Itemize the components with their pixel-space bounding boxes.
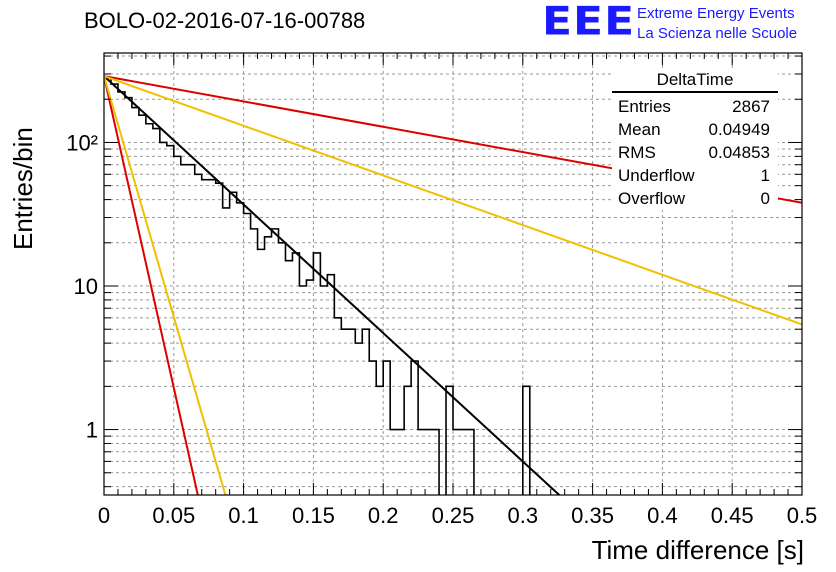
- stats-box-title: DeltaTime: [612, 70, 778, 93]
- stats-value: 0.04949: [708, 120, 770, 139]
- x-tick-label: 0: [98, 503, 110, 528]
- y-axis-label: Entries/bin: [8, 127, 38, 250]
- stats-row-entries: Entries 2867: [612, 95, 778, 118]
- x-tick-label: 0.45: [711, 503, 754, 528]
- x-tick-label: 0.05: [152, 503, 195, 528]
- fit-line-5: [104, 75, 227, 495]
- logo-text-line-1: Extreme Energy Events: [637, 5, 795, 22]
- y-tick-label: 10: [74, 274, 98, 299]
- fit-line-3: [104, 75, 199, 495]
- y-tick-label: 1: [86, 418, 98, 443]
- x-tick-label: 0.15: [292, 503, 335, 528]
- x-tick-label: 0.4: [647, 503, 678, 528]
- x-tick-label: 0.25: [432, 503, 475, 528]
- stats-label: RMS: [618, 143, 656, 162]
- stats-label: Mean: [618, 120, 661, 139]
- stats-row-overflow: Overflow 0: [612, 187, 778, 210]
- logo-text-line-2: La Scienza nelle Scuole: [637, 25, 798, 42]
- y-tick-label: 10²: [66, 130, 98, 155]
- fit-line-1: [104, 75, 561, 495]
- plot-title: BOLO-02-2016-07-16-00788: [84, 8, 366, 33]
- stats-box: DeltaTime Entries 2867 Mean 0.04949 RMS …: [612, 70, 778, 210]
- x-tick-label: 0.2: [368, 503, 399, 528]
- x-tick-label: 0.1: [228, 503, 259, 528]
- stats-value: 0: [760, 189, 770, 208]
- stats-row-rms: RMS 0.04853: [612, 141, 778, 164]
- fit-line-4: [104, 75, 802, 326]
- stats-value: 1: [760, 166, 770, 185]
- x-tick-label: 0.5: [787, 503, 818, 528]
- stats-value: 2867: [732, 97, 770, 116]
- eee-logo: EEE: [542, 0, 636, 45]
- x-tick-label: 0.35: [571, 503, 614, 528]
- stats-value: 0.04853: [708, 143, 770, 162]
- stats-label: Underflow: [618, 166, 695, 185]
- stats-row-mean: Mean 0.04949: [612, 118, 778, 141]
- x-axis-label: Time difference [s]: [591, 535, 804, 565]
- x-tick-label: 0.3: [508, 503, 539, 528]
- histogram-bars: [104, 77, 531, 495]
- stats-label: Overflow: [618, 189, 686, 208]
- stats-label: Entries: [618, 97, 671, 116]
- stats-row-underflow: Underflow 1: [612, 164, 778, 187]
